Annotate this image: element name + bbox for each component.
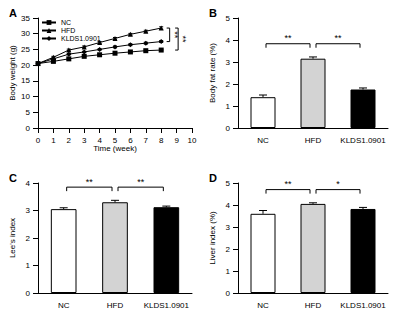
svg-text:1: 1 — [26, 261, 31, 270]
svg-text:5: 5 — [226, 179, 231, 188]
svg-text:NC: NC — [257, 301, 269, 310]
svg-text:10: 10 — [188, 136, 197, 145]
svg-text:15: 15 — [21, 76, 30, 85]
svg-text:D: D — [209, 172, 217, 184]
svg-text:4: 4 — [97, 136, 102, 145]
svg-text:2: 2 — [26, 234, 31, 243]
svg-text:4: 4 — [226, 36, 231, 45]
svg-text:Body fat rate (%): Body fat rate (%) — [208, 43, 217, 103]
svg-text:A: A — [9, 7, 17, 19]
svg-text:10: 10 — [21, 92, 30, 101]
svg-text:NC: NC — [61, 19, 71, 26]
svg-text:Time (week): Time (week) — [93, 144, 137, 153]
svg-text:**: ** — [284, 33, 292, 43]
svg-text:0: 0 — [226, 289, 231, 298]
svg-text:8: 8 — [159, 136, 164, 145]
svg-text:0: 0 — [36, 136, 41, 145]
svg-text:KLDS1.0901: KLDS1.0901 — [144, 301, 190, 310]
svg-text:4: 4 — [226, 201, 231, 210]
svg-text:**: ** — [178, 36, 188, 44]
svg-text:**: ** — [137, 177, 145, 187]
svg-text:0: 0 — [26, 124, 31, 133]
svg-text:**: ** — [86, 177, 94, 187]
svg-text:C: C — [9, 172, 17, 184]
svg-text:1: 1 — [51, 136, 56, 145]
svg-text:1: 1 — [226, 267, 231, 276]
svg-text:3: 3 — [26, 206, 31, 215]
svg-text:**: ** — [284, 179, 292, 189]
svg-text:30: 30 — [21, 29, 30, 38]
svg-text:0: 0 — [26, 289, 31, 298]
svg-text:6: 6 — [128, 136, 133, 145]
svg-text:4: 4 — [26, 179, 31, 188]
svg-text:KLDS1.0901: KLDS1.0901 — [340, 301, 386, 310]
svg-text:3: 3 — [226, 223, 231, 232]
svg-text:9: 9 — [174, 136, 179, 145]
svg-text:HFD: HFD — [107, 301, 124, 310]
svg-text:5: 5 — [226, 14, 231, 23]
svg-text:Lee's index: Lee's index — [8, 218, 17, 258]
svg-text:0: 0 — [226, 124, 231, 133]
svg-text:NC: NC — [257, 136, 269, 145]
svg-text:25: 25 — [21, 45, 30, 54]
svg-text:3: 3 — [226, 58, 231, 67]
svg-text:KLDS1.0901: KLDS1.0901 — [61, 35, 101, 42]
svg-text:**: ** — [334, 33, 342, 43]
svg-text:1: 1 — [226, 102, 231, 111]
svg-text:5: 5 — [26, 108, 31, 117]
svg-text:20: 20 — [21, 61, 30, 70]
svg-text:35: 35 — [21, 14, 30, 23]
svg-text:Liver index (%): Liver index (%) — [208, 211, 217, 265]
svg-text:HFD: HFD — [305, 301, 322, 310]
svg-text:KLDS1.0901: KLDS1.0901 — [340, 136, 386, 145]
svg-text:2: 2 — [226, 80, 231, 89]
svg-text:HFD: HFD — [305, 136, 322, 145]
svg-text:*: * — [336, 179, 340, 189]
svg-text:2: 2 — [226, 245, 231, 254]
svg-text:3: 3 — [82, 136, 87, 145]
svg-text:5: 5 — [113, 136, 118, 145]
svg-text:2: 2 — [67, 136, 72, 145]
svg-text:7: 7 — [144, 136, 149, 145]
svg-text:Body weight (g): Body weight (g) — [8, 45, 17, 101]
svg-text:HFD: HFD — [61, 27, 75, 34]
svg-text:B: B — [209, 7, 217, 19]
svg-text:NC: NC — [58, 301, 70, 310]
